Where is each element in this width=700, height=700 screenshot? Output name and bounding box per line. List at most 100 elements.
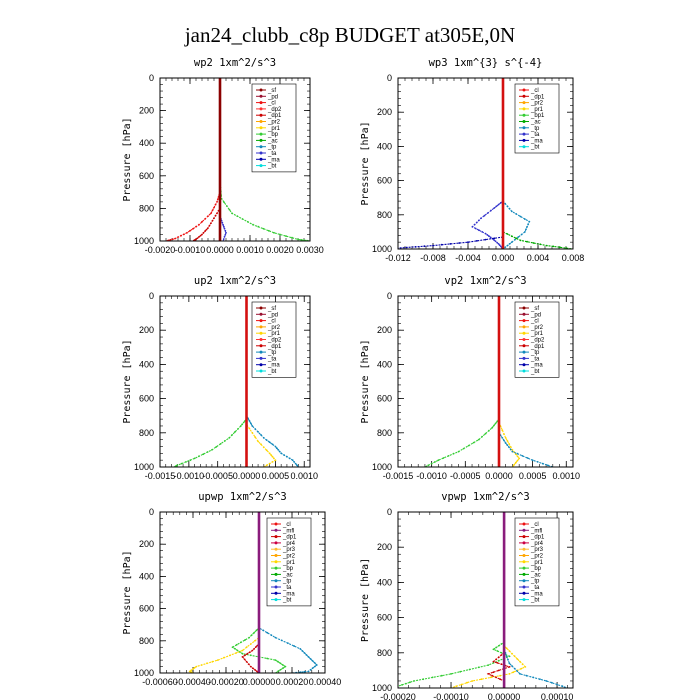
y-axis-label: Pressure [hPa]: [360, 558, 371, 642]
legend-label: _dp1: [530, 344, 545, 350]
chart-panel-3: up2 1xm^2/s^3 Pressure [hPa] -0.0015-0.001…: [122, 275, 318, 481]
legend-label: _pr4: [530, 541, 544, 547]
legend-marker: [522, 344, 526, 348]
legend-marker: [522, 554, 526, 557]
series-marker-dp1: [211, 219, 214, 222]
panel-title: upwp 1xm^2/s^3: [198, 491, 287, 503]
series-marker-ta: [221, 221, 224, 224]
series-marker-pr1: [206, 662, 208, 665]
series-marker-bp: [234, 648, 237, 650]
series-marker-bp: [228, 437, 231, 439]
legend-label: _dp1: [267, 344, 282, 350]
x-tick-label: 0.0020: [266, 245, 294, 255]
legend-marker: [522, 113, 526, 117]
series-marker-dp1: [495, 658, 497, 661]
x-tick-label: 0.00020: [276, 677, 309, 687]
legend-marker: [274, 579, 278, 583]
series-marker-tp: [541, 462, 544, 465]
series-marker-bp: [241, 218, 244, 220]
y-tick-label: 400: [139, 138, 154, 148]
series-marker-bp: [236, 215, 239, 218]
legend-label: _pr2: [267, 120, 281, 126]
series-marker-pr1: [193, 666, 196, 669]
series-marker-bp: [484, 432, 487, 435]
legend-label: _sf: [267, 88, 276, 94]
series-marker-tp: [293, 645, 295, 647]
series-marker-bp: [228, 208, 231, 211]
series-marker-dp1: [244, 654, 246, 657]
series-marker-tp: [501, 437, 504, 439]
legend-label: _pr1: [530, 107, 544, 113]
series-marker-bp: [430, 462, 433, 465]
series-marker-tp: [291, 459, 294, 462]
legend-marker: [259, 138, 263, 142]
series-marker-bp: [279, 662, 282, 665]
series-marker-bp: [497, 644, 500, 647]
series-line-bp: [174, 296, 248, 468]
series-marker-bp: [262, 227, 265, 230]
legend-label: _bt: [530, 598, 540, 604]
series-marker-bp: [434, 461, 436, 463]
series-marker-cl: [214, 203, 217, 206]
legend-marker: [522, 88, 526, 92]
legend-marker: [522, 598, 526, 602]
series-marker-pr1: [516, 455, 519, 458]
series-marker-tp: [516, 670, 519, 673]
series-marker-bp: [427, 464, 430, 467]
series-marker-bp: [231, 646, 234, 649]
legend-label: _ta: [267, 151, 277, 157]
series-marker-bp: [241, 423, 244, 426]
series-marker-ta: [222, 223, 224, 226]
legend-label: _cl: [282, 522, 291, 528]
series-marker-dp1: [492, 660, 495, 663]
plot-frame: [159, 511, 326, 674]
series-marker-dp1: [204, 230, 206, 233]
legend-label: _tp: [530, 126, 540, 132]
y-tick-label: 200: [377, 325, 392, 335]
chart-panel-4: vp2 1xm^2/s^3 Pressure [hPa] -0.0015 -0.001…: [360, 275, 580, 481]
series-marker-tp: [280, 452, 283, 455]
series-marker-bp: [440, 674, 443, 677]
series-marker-tp: [265, 439, 268, 441]
series-marker-ta: [480, 217, 482, 220]
series-marker-tp: [520, 233, 523, 236]
legend-label: _ma: [282, 591, 295, 597]
legend-marker: [274, 541, 278, 545]
y-axis-label: Pressure [hPa]: [360, 339, 371, 423]
series-marker-bp: [495, 646, 497, 649]
series-marker-bp: [291, 236, 293, 239]
series-marker-ac: [510, 235, 513, 238]
series-marker-bp: [248, 636, 251, 639]
series-marker-tp: [506, 244, 509, 247]
series-marker-ta: [498, 244, 501, 247]
legend-marker: [522, 331, 526, 335]
series-marker-dp1: [196, 237, 199, 240]
legend-marker: [274, 598, 278, 602]
series-marker-bp: [266, 657, 269, 660]
x-tick-label: -0.00040: [175, 677, 211, 687]
series-marker-tp: [527, 223, 530, 226]
series-marker-bp: [492, 648, 495, 651]
legend-label: _tp: [530, 350, 540, 356]
series-marker-ac: [559, 246, 561, 249]
series-marker-tp: [266, 631, 269, 634]
legend-label: _ma: [530, 138, 543, 144]
series-marker-ta: [488, 235, 490, 238]
series-marker-bp: [223, 201, 226, 204]
series-marker-bp: [257, 225, 260, 228]
series-marker-tp: [278, 450, 281, 453]
series-marker-bp: [193, 457, 196, 460]
series-line-pr1: [188, 512, 260, 674]
series-marker-bp: [244, 639, 246, 641]
legend-marker: [522, 101, 526, 105]
series-marker-pr1: [265, 464, 268, 467]
series-marker-tp: [303, 652, 306, 654]
legend-marker: [522, 145, 526, 149]
series-marker-pr1: [513, 655, 516, 658]
legend-label: _bt: [267, 369, 277, 375]
series-marker-cl: [180, 234, 182, 237]
series-marker-ma: [493, 237, 496, 240]
series-marker-dp1: [243, 658, 246, 661]
series-marker-bp: [234, 431, 236, 433]
